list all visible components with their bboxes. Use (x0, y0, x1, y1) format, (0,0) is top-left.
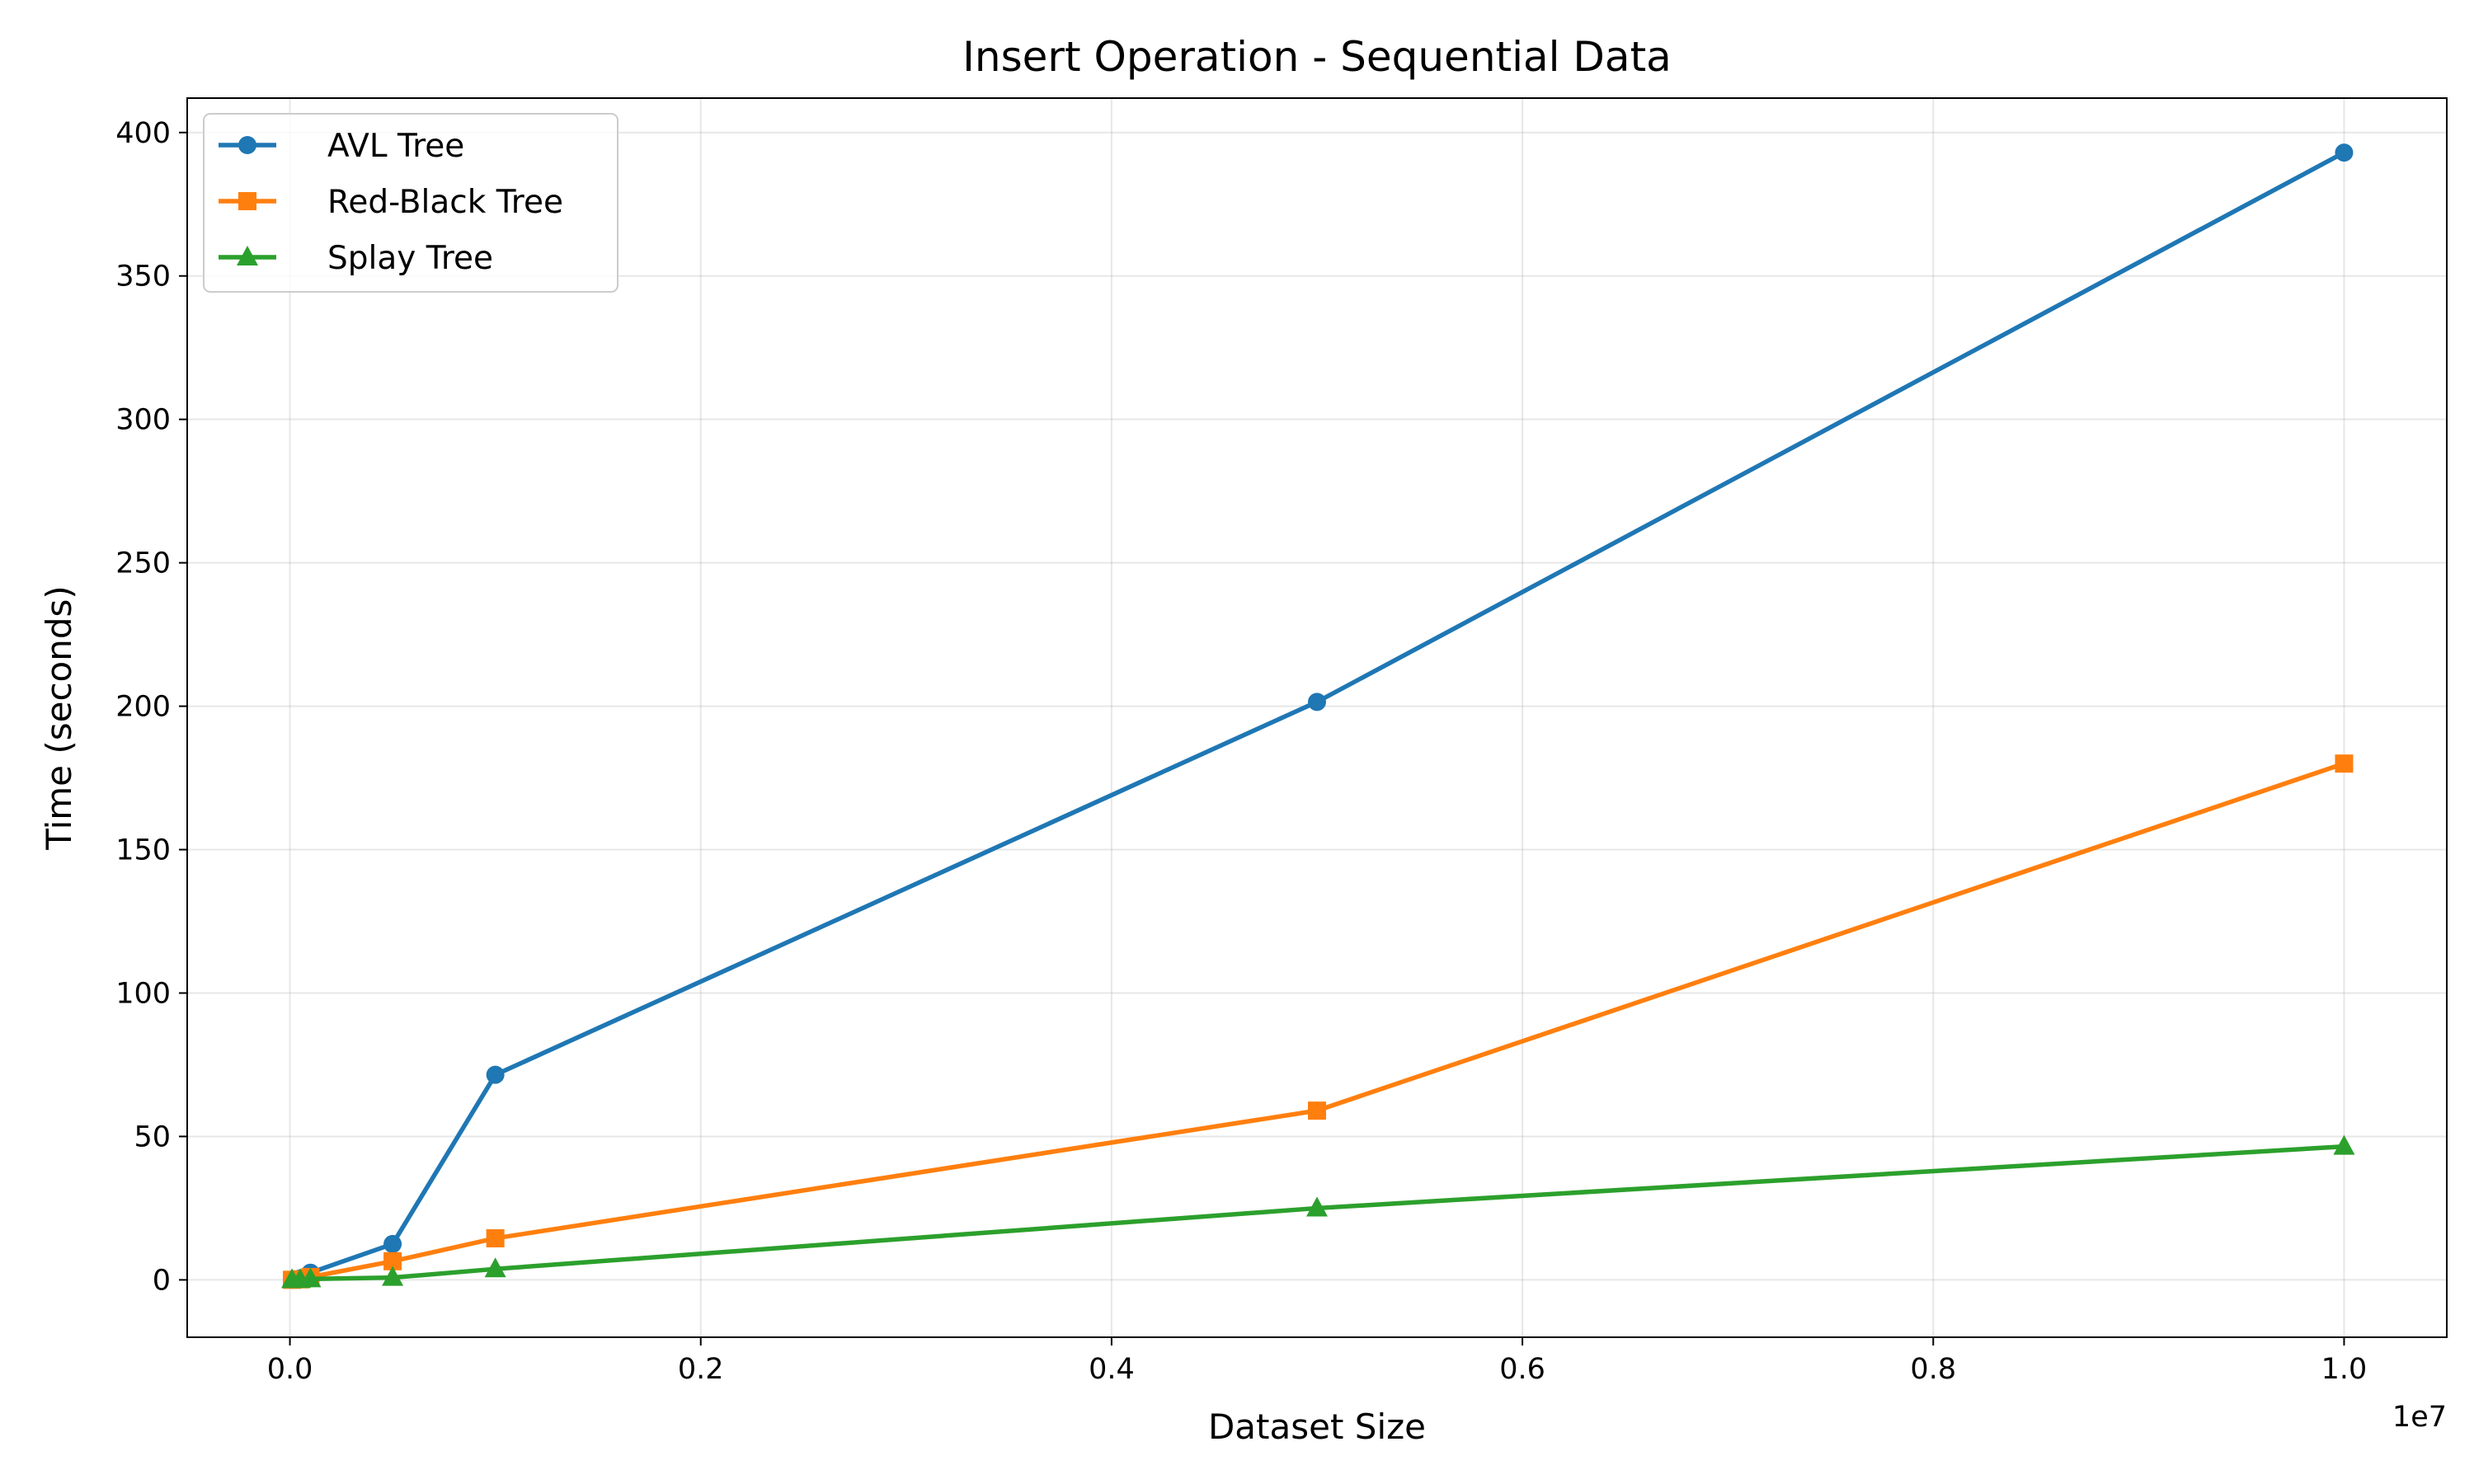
y-tick-label: 150 (115, 834, 171, 867)
series-lines (281, 143, 2355, 1289)
data-point (382, 1266, 404, 1286)
series-splay-tree (281, 1134, 2355, 1289)
data-point (383, 1252, 402, 1270)
data-point (1308, 693, 1326, 711)
legend-item: Splay Tree (219, 240, 493, 277)
data-point (1308, 1101, 1326, 1120)
data-point (299, 1267, 322, 1288)
data-point (484, 1257, 506, 1278)
legend-item: AVL Tree (219, 128, 464, 165)
data-point (486, 1228, 505, 1247)
x-tick-label: 1.0 (2321, 1353, 2368, 1386)
y-tick-label: 400 (115, 117, 171, 150)
y-axis-label: Time (seconds) (39, 585, 79, 851)
x-tick-label: 0.0 (267, 1353, 313, 1386)
y-tick-label: 0 (153, 1264, 171, 1297)
data-point (486, 1065, 505, 1084)
legend: AVL Tree Red-Black Tree Splay Tree (203, 113, 618, 293)
data-point (2335, 143, 2354, 162)
x-axis-label: Dataset Size (1208, 1407, 1426, 1447)
data-point (383, 1234, 402, 1253)
legend-item: Red-Black Tree (219, 184, 563, 221)
x-tick-label: 0.8 (1910, 1353, 1956, 1386)
y-tick-label: 100 (115, 978, 171, 1011)
y-tick-label: 350 (115, 261, 171, 294)
chart-title: Insert Operation - Sequential Data (962, 33, 1672, 81)
legend-marker (237, 246, 258, 265)
plot-frame (186, 97, 2448, 1338)
data-point (2335, 754, 2354, 773)
data-point (1306, 1196, 1328, 1217)
data-point (2333, 1134, 2355, 1155)
legend-box (203, 113, 618, 293)
x-tick-label: 0.6 (1499, 1353, 1545, 1386)
legend-label: Red-Black Tree (327, 184, 563, 221)
legend-marker (238, 136, 256, 154)
axis-ticks: 0.0 0.2 0.4 0.6 0.8 1.0 0 50 100 150 200 250 300 350 4… (115, 117, 2367, 1386)
x-tick-label: 0.2 (678, 1353, 724, 1386)
x-axis-offset-label: 1e7 (2392, 1401, 2447, 1434)
y-tick-label: 50 (134, 1120, 171, 1153)
y-tick-label: 200 (115, 691, 171, 724)
legend-marker (238, 192, 256, 210)
legend-label: AVL Tree (327, 128, 464, 165)
y-tick-label: 300 (115, 404, 171, 437)
legend-label: Splay Tree (327, 240, 493, 277)
y-tick-label: 250 (115, 547, 171, 580)
x-tick-label: 0.4 (1089, 1353, 1135, 1386)
